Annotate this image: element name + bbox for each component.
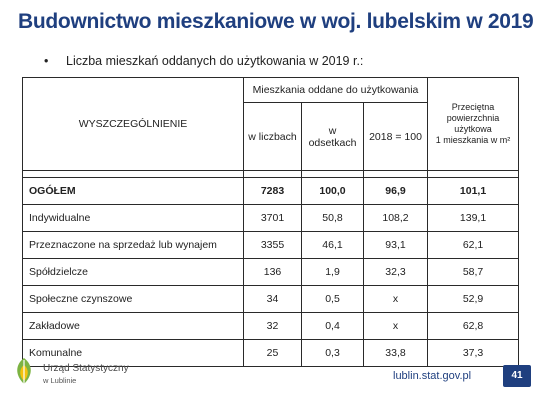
cell-count: 34 <box>243 285 302 313</box>
bullet-icon: • <box>44 54 49 68</box>
row-label: Spółdzielcze <box>22 258 244 286</box>
cell-count: 3701 <box>243 204 302 232</box>
footer-url[interactable]: lublin.stat.gov.pl <box>393 370 472 382</box>
subtitle-text: Liczba mieszkań oddanych do użytkowania … <box>66 54 364 68</box>
cell-count: 25 <box>243 339 302 367</box>
cell-area: 58,7 <box>427 258 520 286</box>
statistics-office-logo: Urząd Statystyczny w Lublinie <box>10 356 130 392</box>
table-row: Zakładowe 32 0,4 x 62,8 <box>22 312 520 340</box>
cell-index: 96,9 <box>362 177 429 205</box>
table-row: Komunalne 25 0,3 33,8 37,3 <box>22 339 520 367</box>
table-row: Spółdzielcze 136 1,9 32,3 58,7 <box>22 258 520 286</box>
header-count: w liczbach <box>243 102 302 171</box>
logo-leaf-icon <box>17 358 31 384</box>
cell-area: 101,1 <box>427 177 520 205</box>
header-percent-line: w <box>328 124 337 137</box>
row-label: Zakładowe <box>22 312 244 340</box>
cell-index: x <box>362 285 429 313</box>
header-group: Mieszkania oddane do użytkowania <box>242 77 429 103</box>
slide-title: Budownictwo mieszkaniowe w woj. lubelski… <box>18 10 540 33</box>
header-area-line: powierzchnia <box>446 113 500 123</box>
header-average-area: Przeciętna powierzchnia użytkowa 1 miesz… <box>427 77 520 171</box>
subtitle-line: • Liczba mieszkań oddanych do użytkowania… <box>44 54 363 68</box>
header-description: WYSZCZEGÓLNIENIE <box>22 77 244 171</box>
table-row: Indywidualne 3701 50,8 108,2 139,1 <box>22 204 520 232</box>
cell-percent: 0,3 <box>301 339 364 367</box>
table-row-total: OGÓŁEM 7283 100,0 96,9 101,1 <box>22 177 520 205</box>
cell-area: 62,1 <box>427 231 520 259</box>
row-label: Społeczne czynszowe <box>22 285 244 313</box>
row-label: OGÓŁEM <box>22 177 244 205</box>
cell-count: 3355 <box>243 231 302 259</box>
cell-area: 139,1 <box>427 204 520 232</box>
row-label: Komunalne <box>22 339 244 367</box>
cell-index: x <box>362 312 429 340</box>
table-row: Przeznaczone na sprzedaż lub wynajem 335… <box>22 231 520 259</box>
header-percent: w odsetkach <box>301 102 364 171</box>
header-area-line: użytkowa <box>454 124 492 134</box>
logo-location: w Lublinie <box>43 376 77 385</box>
row-label: Przeznaczone na sprzedaż lub wynajem <box>22 231 244 259</box>
header-area-line: 1 mieszkania w m² <box>435 135 511 145</box>
cell-percent: 50,8 <box>301 204 364 232</box>
header-area-line: Przeciętna <box>451 102 495 112</box>
row-label: Indywidualne <box>22 204 244 232</box>
cell-area: 52,9 <box>427 285 520 313</box>
cell-count: 7283 <box>243 177 302 205</box>
cell-index: 108,2 <box>362 204 429 232</box>
cell-count: 136 <box>243 258 302 286</box>
cell-percent: 1,9 <box>301 258 364 286</box>
cell-percent: 0,4 <box>301 312 364 340</box>
cell-percent: 0,5 <box>301 285 364 313</box>
cell-count: 32 <box>243 312 302 340</box>
logo-name: Urząd Statystyczny <box>43 363 129 374</box>
cell-percent: 46,1 <box>301 231 364 259</box>
header-percent-line: odsetkach <box>308 136 357 149</box>
spacer-row <box>22 170 520 178</box>
table-row: Społeczne czynszowe 34 0,5 x 52,9 <box>22 285 520 313</box>
housing-table: WYSZCZEGÓLNIENIE Mieszkania oddane do uż… <box>22 77 520 367</box>
cell-area: 62,8 <box>427 312 520 340</box>
header-index: 2018 = 100 <box>362 102 429 171</box>
cell-percent: 100,0 <box>301 177 364 205</box>
cell-index: 32,3 <box>362 258 429 286</box>
page-number-badge: 41 <box>503 365 531 387</box>
cell-area: 37,3 <box>427 339 520 367</box>
cell-index: 93,1 <box>362 231 429 259</box>
cell-index: 33,8 <box>362 339 429 367</box>
